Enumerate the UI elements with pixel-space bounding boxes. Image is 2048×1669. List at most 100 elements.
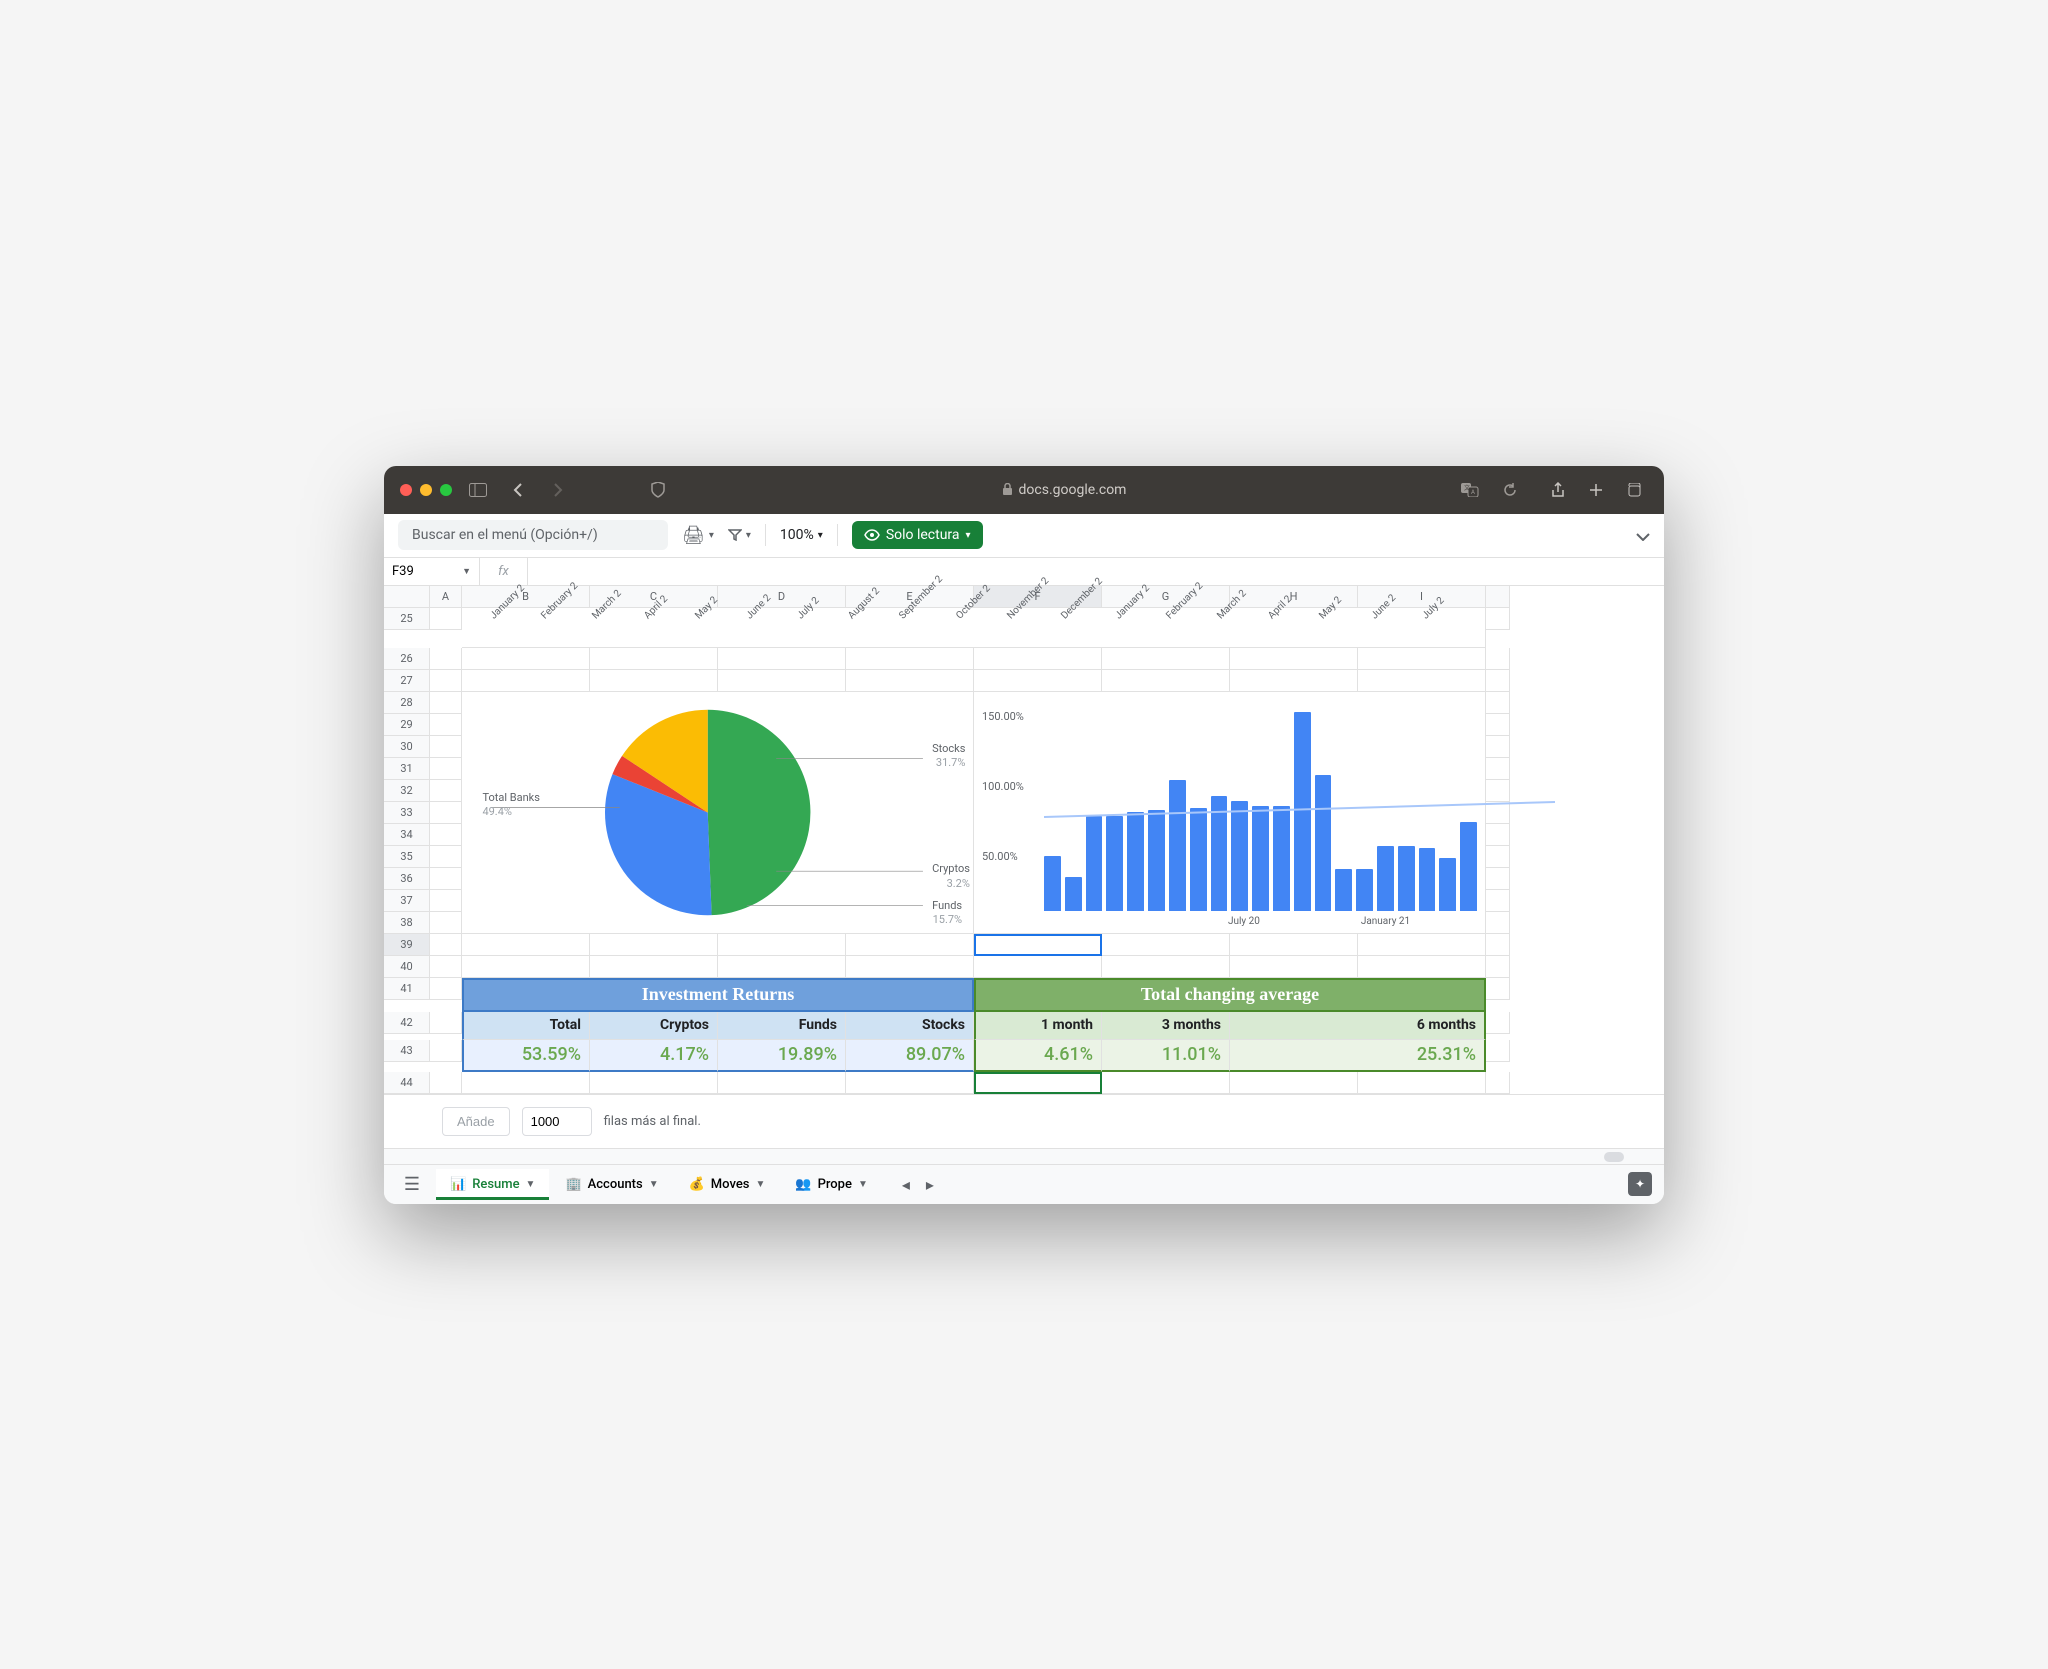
filter-icon[interactable]: ▾ [728, 529, 751, 541]
cell[interactable] [846, 934, 974, 956]
cell[interactable] [1486, 1072, 1510, 1094]
row-header-33[interactable]: 33 [384, 802, 430, 824]
maximize-window-button[interactable] [440, 484, 452, 496]
row-header-31[interactable]: 31 [384, 758, 430, 780]
cell[interactable] [462, 934, 590, 956]
tab-next[interactable]: ▸ [926, 1175, 934, 1194]
cell[interactable] [1102, 934, 1230, 956]
cell[interactable] [718, 670, 846, 692]
tab-prev[interactable]: ◂ [902, 1175, 910, 1194]
all-sheets-menu[interactable]: ☰ [396, 1174, 428, 1195]
row-header-42[interactable]: 42 [384, 1012, 430, 1034]
cell[interactable] [1230, 956, 1358, 978]
readonly-pill[interactable]: Solo lectura ▾ [852, 521, 983, 549]
minimize-window-button[interactable] [420, 484, 432, 496]
add-rows-count[interactable] [522, 1107, 592, 1136]
cell[interactable] [1102, 670, 1230, 692]
cell[interactable] [430, 1012, 462, 1034]
cell[interactable] [430, 802, 462, 824]
cell[interactable] [974, 956, 1102, 978]
expand-toolbar-icon[interactable] [1636, 526, 1650, 545]
row-header-29[interactable]: 29 [384, 714, 430, 736]
shield-icon[interactable] [644, 476, 672, 504]
cell[interactable] [846, 956, 974, 978]
zoom-selector[interactable]: 100% ▾ [780, 527, 823, 543]
cell[interactable] [430, 670, 462, 692]
cell[interactable] [1486, 670, 1510, 692]
cell[interactable] [430, 758, 462, 780]
cell[interactable] [430, 780, 462, 802]
cell[interactable] [430, 648, 462, 670]
cell[interactable] [1230, 648, 1358, 670]
row-header-40[interactable]: 40 [384, 956, 430, 978]
cell-reference[interactable]: F39 ▼ [384, 558, 480, 585]
row-header-37[interactable]: 37 [384, 890, 430, 912]
cell[interactable] [1358, 648, 1486, 670]
back-button[interactable] [504, 476, 532, 504]
cell[interactable] [846, 670, 974, 692]
cell[interactable] [1486, 1012, 1510, 1034]
cell[interactable] [590, 934, 718, 956]
grid-corner[interactable] [384, 586, 430, 608]
cell[interactable] [846, 648, 974, 670]
row-header-25[interactable]: 25 [384, 608, 430, 630]
cell[interactable] [718, 648, 846, 670]
row-header-27[interactable]: 27 [384, 670, 430, 692]
cell[interactable] [1102, 1072, 1230, 1094]
row-header-36[interactable]: 36 [384, 868, 430, 890]
tabs-overview-icon[interactable] [1620, 476, 1648, 504]
reload-button[interactable] [1496, 476, 1524, 504]
add-rows-button[interactable]: Añade [442, 1107, 510, 1136]
row-header-26[interactable]: 26 [384, 648, 430, 670]
cell[interactable] [1358, 956, 1486, 978]
row-header-30[interactable]: 30 [384, 736, 430, 758]
cell[interactable] [1230, 934, 1358, 956]
new-tab-button[interactable] [1582, 476, 1610, 504]
print-icon[interactable]: 🖨︎ ▾ [682, 525, 714, 546]
row-header-32[interactable]: 32 [384, 780, 430, 802]
cell[interactable] [462, 648, 590, 670]
row-header-43[interactable]: 43 [384, 1040, 430, 1062]
sheet-tab-accounts[interactable]: 🏢Accounts▼ [551, 1169, 672, 1200]
cell[interactable] [1230, 1072, 1358, 1094]
cell[interactable] [1230, 670, 1358, 692]
row-header-44[interactable]: 44 [384, 1072, 430, 1094]
close-window-button[interactable] [400, 484, 412, 496]
cell[interactable] [1486, 956, 1510, 978]
cell[interactable] [718, 1072, 846, 1094]
row-header-38[interactable]: 38 [384, 912, 430, 934]
cell[interactable] [1358, 670, 1486, 692]
menu-search[interactable]: Buscar en el menú (Opción+/) [398, 520, 668, 550]
cell[interactable] [846, 1072, 974, 1094]
cell[interactable] [462, 1072, 590, 1094]
sheet-tab-resume[interactable]: 📊Resume▼ [436, 1169, 549, 1200]
cell[interactable] [590, 1072, 718, 1094]
cell[interactable] [430, 1040, 462, 1062]
sheet-tab-prope[interactable]: 👥Prope▼ [781, 1169, 881, 1200]
cell[interactable] [974, 648, 1102, 670]
cell[interactable] [430, 736, 462, 758]
share-icon[interactable] [1544, 476, 1572, 504]
cell[interactable] [430, 846, 462, 868]
col-header-A[interactable]: A [430, 586, 462, 608]
cell[interactable] [430, 934, 462, 956]
cell[interactable] [590, 648, 718, 670]
cell[interactable] [430, 978, 462, 1000]
cell[interactable] [430, 824, 462, 846]
translate-icon[interactable]: 文A [1456, 476, 1484, 504]
cell[interactable] [430, 608, 462, 630]
sheet-tab-moves[interactable]: 💰Moves▼ [675, 1169, 780, 1200]
cell[interactable] [590, 956, 718, 978]
cell[interactable] [430, 868, 462, 890]
cell[interactable] [1358, 1072, 1486, 1094]
address-bar[interactable]: docs.google.com [684, 482, 1444, 498]
row-header-39[interactable]: 39 [384, 934, 430, 956]
spreadsheet-grid[interactable]: ABCDEFGHI25January 2February 2March 2Apr… [384, 586, 1664, 1094]
row-header-35[interactable]: 35 [384, 846, 430, 868]
row-header-41[interactable]: 41 [384, 978, 430, 1000]
row-header-28[interactable]: 28 [384, 692, 430, 714]
cell[interactable] [1486, 648, 1510, 670]
cell[interactable] [974, 670, 1102, 692]
cell[interactable] [430, 714, 462, 736]
cell[interactable] [430, 890, 462, 912]
